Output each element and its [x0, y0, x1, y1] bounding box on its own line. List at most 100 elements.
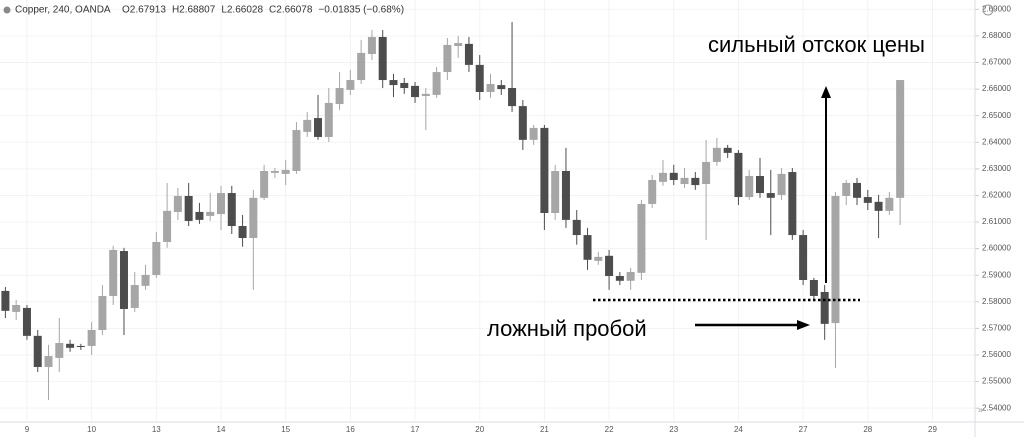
- y-tick-label: 2.56000: [982, 350, 1011, 359]
- candle-body: [842, 182, 851, 196]
- candle-body: [594, 256, 603, 261]
- candle-body: [572, 219, 581, 236]
- arrow-head: [797, 320, 810, 330]
- candle-body: [346, 80, 355, 90]
- candle-body: [249, 197, 258, 238]
- x-tick-label: 14: [217, 425, 226, 434]
- candle-body: [130, 285, 139, 308]
- candle-body: [281, 169, 290, 174]
- x-tick-label: 9: [25, 425, 30, 434]
- y-tick-label: 2.64000: [982, 137, 1011, 146]
- candle-body: [853, 182, 862, 198]
- header: Copper, 240, OANDA O2.67913 H2.68807 L2.66…: [3, 5, 404, 16]
- arrow-head: [821, 86, 831, 98]
- candle-body: [712, 147, 721, 162]
- x-tick-label: 22: [605, 425, 614, 434]
- candle-body: [33, 335, 42, 367]
- candle-body: [669, 172, 678, 181]
- candle-body: [626, 272, 635, 281]
- x-tick-label: 29: [928, 425, 937, 434]
- y-tick-label: 2.69000: [982, 4, 1011, 13]
- candle-body: [55, 343, 64, 358]
- candle-body: [227, 193, 236, 227]
- plot: [1, 22, 905, 400]
- x-tick-label: 23: [669, 425, 678, 434]
- candle-body: [44, 356, 53, 367]
- candle-body: [335, 88, 344, 104]
- x-tick-label: 15: [281, 425, 290, 434]
- candle-body: [863, 197, 872, 203]
- y-tick-label: 2.68000: [982, 31, 1011, 40]
- candle-body: [702, 161, 711, 185]
- candle-body: [605, 255, 614, 277]
- x-tick-label: 28: [863, 425, 872, 434]
- candle-body: [1, 290, 10, 311]
- candle-body: [809, 280, 818, 296]
- candle-body: [583, 235, 592, 260]
- candle-body: [292, 130, 301, 171]
- x-tick-label: 10: [87, 425, 96, 434]
- candle-body: [22, 307, 31, 336]
- candle-body: [98, 295, 107, 330]
- candle-body: [411, 85, 420, 98]
- candle-body: [195, 211, 204, 220]
- y-tick-label: 2.54000: [982, 403, 1011, 412]
- candle-body: [314, 118, 323, 137]
- y-tick-label: 2.59000: [982, 270, 1011, 279]
- candle-body: [788, 172, 797, 236]
- candle-body: [885, 197, 894, 211]
- y-tick-label: 2.57000: [982, 324, 1011, 333]
- candle-body: [561, 170, 570, 220]
- settings-icon[interactable]: [982, 4, 994, 16]
- header-value: C2.66078: [269, 5, 313, 16]
- scroll-button[interactable]: »: [978, 404, 983, 414]
- x-tick-label: 20: [475, 425, 484, 434]
- candle-body: [756, 176, 764, 194]
- header-value: H2.68807: [172, 5, 216, 16]
- x-tick-label: 16: [346, 425, 355, 434]
- candle-body: [745, 176, 754, 198]
- header-value: L2.66028: [221, 5, 263, 16]
- y-tick-label: 2.63000: [982, 164, 1011, 173]
- candle-body: [400, 82, 409, 89]
- candle-body: [691, 177, 700, 186]
- candle-body: [443, 44, 452, 73]
- header-value: O2.67913: [122, 5, 166, 16]
- candle-body: [206, 211, 215, 216]
- x-tick-label: 17: [411, 425, 420, 434]
- candle-body: [658, 172, 667, 182]
- candle-body: [76, 345, 85, 348]
- candle-body: [238, 226, 247, 238]
- annotation: ложный пробой: [487, 316, 647, 341]
- candle-body: [119, 251, 128, 309]
- candle-body: [378, 36, 387, 81]
- candle-body: [734, 152, 743, 198]
- y-tick-label: 2.65000: [982, 111, 1011, 120]
- candle-body: [173, 195, 182, 212]
- candle-body: [66, 343, 75, 348]
- candle-body: [615, 276, 624, 281]
- candle-body: [141, 274, 150, 286]
- symbol-title: Copper, 240, OANDA: [15, 5, 111, 16]
- candle-body: [777, 173, 786, 195]
- candle-body: [637, 203, 646, 273]
- candle-body: [357, 52, 366, 81]
- candle-body: [12, 304, 21, 312]
- symbol-icon: [3, 6, 11, 14]
- y-tick-label: 2.58000: [982, 297, 1011, 306]
- candle-body: [367, 36, 376, 54]
- candle-body: [896, 80, 905, 198]
- candle-body: [109, 249, 118, 296]
- candle-body: [874, 201, 883, 211]
- candle-body: [217, 193, 225, 215]
- x-tick-label: 21: [540, 425, 549, 434]
- candle-body: [260, 170, 269, 198]
- candle-body: [421, 93, 430, 96]
- candle-body: [152, 241, 161, 275]
- x-tick-label: 24: [734, 425, 743, 434]
- candle-body: [723, 147, 732, 153]
- candle-body: [303, 119, 312, 132]
- header-value: −0.01835 (−0.68%): [318, 5, 404, 16]
